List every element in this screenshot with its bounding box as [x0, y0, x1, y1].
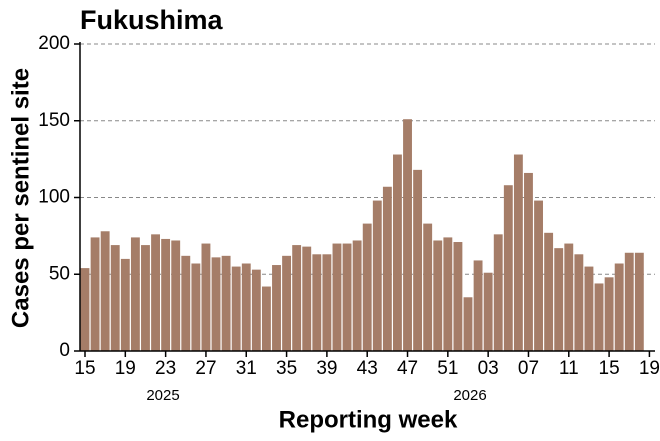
bar	[393, 154, 402, 351]
x-tick-label: 19	[639, 358, 660, 379]
y-tick-label: 50	[49, 263, 70, 284]
bar	[362, 223, 372, 351]
x-tick-label: 15	[599, 358, 620, 379]
bar	[292, 245, 302, 351]
x-tick-label: 31	[236, 358, 257, 379]
x-axis-label: Reporting week	[279, 406, 458, 433]
bar	[282, 255, 292, 351]
bar	[110, 245, 120, 351]
bar	[120, 258, 130, 351]
bar	[372, 200, 382, 351]
bar	[141, 245, 150, 351]
bar	[130, 237, 140, 351]
x-tick-label: 43	[357, 358, 378, 379]
x-tick-label: 23	[155, 358, 176, 379]
bar	[503, 185, 513, 351]
bar	[302, 246, 312, 351]
bar	[584, 266, 594, 351]
y-tick-label: 0	[59, 340, 70, 361]
bar	[90, 237, 100, 351]
bar	[443, 237, 453, 351]
x-tick-label: 39	[316, 358, 337, 379]
year-label: 2025	[146, 387, 179, 404]
bar	[80, 268, 90, 351]
bar	[171, 240, 181, 351]
y-tick-label: 200	[38, 33, 70, 54]
bar	[403, 119, 412, 351]
bar	[382, 186, 392, 351]
bar	[413, 169, 423, 351]
bar	[453, 242, 463, 351]
x-tick-label: 19	[115, 358, 136, 379]
bar	[201, 243, 211, 351]
bar	[332, 243, 342, 351]
bar	[151, 234, 160, 351]
bar	[322, 254, 332, 351]
bar	[493, 234, 503, 351]
bar	[544, 232, 554, 351]
bar	[272, 265, 281, 351]
bar	[534, 200, 543, 351]
bar	[211, 257, 221, 351]
x-tick-label: 15	[74, 358, 95, 379]
x-tick-label: 11	[559, 358, 579, 379]
bar	[463, 297, 473, 351]
bar	[433, 240, 443, 351]
year-label: 2026	[453, 387, 486, 404]
bar	[594, 283, 604, 351]
bar	[312, 254, 322, 351]
x-tick-label: 35	[276, 358, 297, 379]
bar	[473, 260, 483, 351]
x-tick-label: 07	[518, 358, 539, 379]
bar	[554, 248, 564, 351]
bar	[231, 266, 241, 351]
bar	[251, 269, 261, 351]
bar	[483, 272, 493, 351]
y-axis-label: Cases per sentinel site	[7, 68, 34, 328]
x-tick-label: 27	[195, 358, 216, 379]
bar	[191, 263, 201, 351]
x-tick-label: 03	[478, 358, 499, 379]
bar	[241, 263, 251, 351]
bar	[564, 243, 574, 351]
bar	[352, 240, 362, 351]
bar	[161, 238, 171, 351]
x-tick-label: 47	[397, 358, 418, 379]
chart-title: Fukushima	[80, 5, 224, 35]
bar	[624, 252, 634, 351]
bar	[604, 277, 614, 351]
bar	[574, 254, 584, 351]
bar	[181, 255, 191, 351]
bar	[261, 286, 271, 351]
bar	[614, 263, 624, 351]
bar	[513, 154, 523, 351]
bar	[342, 243, 352, 351]
bar	[524, 172, 533, 351]
x-tick-label: 51	[437, 358, 458, 379]
bar	[100, 231, 110, 351]
bar	[221, 255, 231, 351]
bar	[634, 252, 644, 351]
bar	[423, 223, 433, 351]
y-tick-label: 100	[38, 187, 70, 208]
y-tick-label: 150	[38, 110, 70, 131]
